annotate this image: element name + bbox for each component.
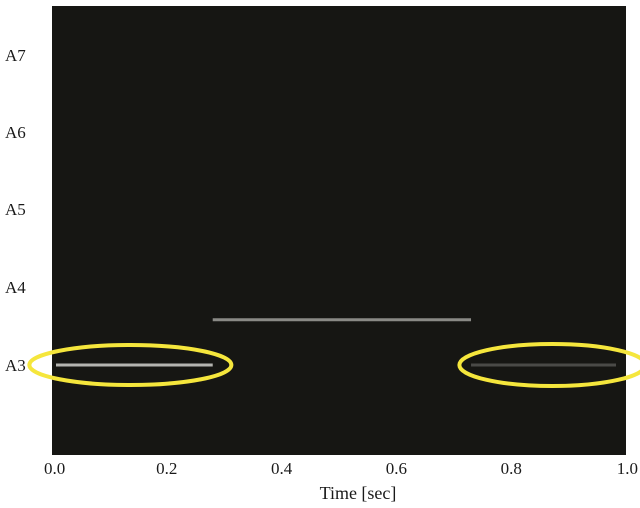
- highlight-ellipses: [27, 342, 640, 388]
- x-tick-0-6: 0.6: [386, 459, 407, 478]
- highlight-ellipse-1: [27, 343, 234, 387]
- plot-background: [52, 6, 626, 455]
- x-tick-labels: 0.0 0.2 0.4 0.6 0.8 1.0: [44, 459, 638, 478]
- x-tick-0-8: 0.8: [501, 459, 522, 478]
- y-tick-a7: A7: [5, 46, 26, 65]
- note-segments: [56, 318, 616, 367]
- y-tick-a4: A4: [5, 278, 26, 297]
- x-tick-0-2: 0.2: [156, 459, 177, 478]
- x-axis-label: Time [sec]: [320, 483, 397, 503]
- x-tick-0-0: 0.0: [44, 459, 65, 478]
- y-tick-a5: A5: [5, 200, 26, 219]
- highlight-ellipse-2: [457, 342, 640, 388]
- x-tick-0-4: 0.4: [271, 459, 293, 478]
- x-tick-1-0: 1.0: [617, 459, 638, 478]
- y-tick-labels: A7 A6 A5 A4 A3: [5, 46, 26, 375]
- y-tick-a6: A6: [5, 123, 26, 142]
- y-tick-a3: A3: [5, 356, 26, 375]
